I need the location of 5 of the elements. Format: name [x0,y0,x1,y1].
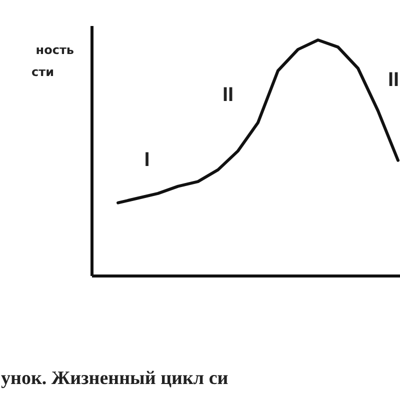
y-axis-title: ность сти [32,43,74,79]
annotation: III [388,69,400,91]
annotation: II [222,84,234,106]
text: унок. Жизненный цикл си [1,368,228,389]
annotation: I [144,149,150,171]
